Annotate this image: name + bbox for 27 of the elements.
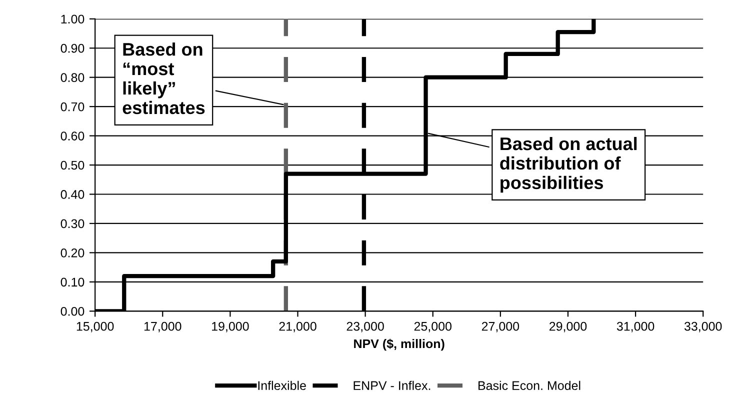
legend-label: Basic Econ. Model [478, 380, 580, 390]
y-tick-label: 0.50 [60, 160, 84, 170]
x-tick-label: 15,000 [76, 322, 114, 332]
x-tick-label: 29,000 [549, 322, 587, 332]
x-axis-title: NPV ($, million) [354, 338, 444, 351]
y-tick-label: 0.70 [60, 102, 84, 112]
x-tick-label: 19,000 [212, 322, 249, 332]
legend-label: Inflexible [258, 380, 306, 390]
y-tick-label: 0.80 [60, 73, 84, 82]
legend-label: ENPV - Inflex. [354, 380, 430, 390]
x-tick-label: 17,000 [144, 322, 182, 332]
y-tick-label: 0.60 [60, 132, 84, 140]
y-tick-label: 0.10 [60, 278, 84, 287]
y-tick-label: 1.00 [61, 14, 84, 24]
x-tick-label: 25,000 [414, 322, 452, 332]
annotation: Based on “most likely” estimates [122, 42, 205, 114]
y-tick-label: 0.30 [60, 219, 84, 228]
x-tick-label: 23,000 [346, 322, 384, 332]
y-tick-label: 0.40 [60, 190, 84, 199]
y-tick-label: 0.90 [60, 44, 84, 53]
y-tick-label: 0.00 [60, 306, 84, 316]
x-tick-label: 31,000 [616, 322, 654, 332]
x-tick-label: 21,000 [279, 322, 316, 332]
x-tick-label: 33,000 [684, 322, 722, 332]
annotation: Based on actual distribution of possibilities [500, 136, 637, 193]
x-tick-label: 27,000 [482, 322, 520, 332]
y-tick-label: 0.20 [60, 248, 84, 258]
